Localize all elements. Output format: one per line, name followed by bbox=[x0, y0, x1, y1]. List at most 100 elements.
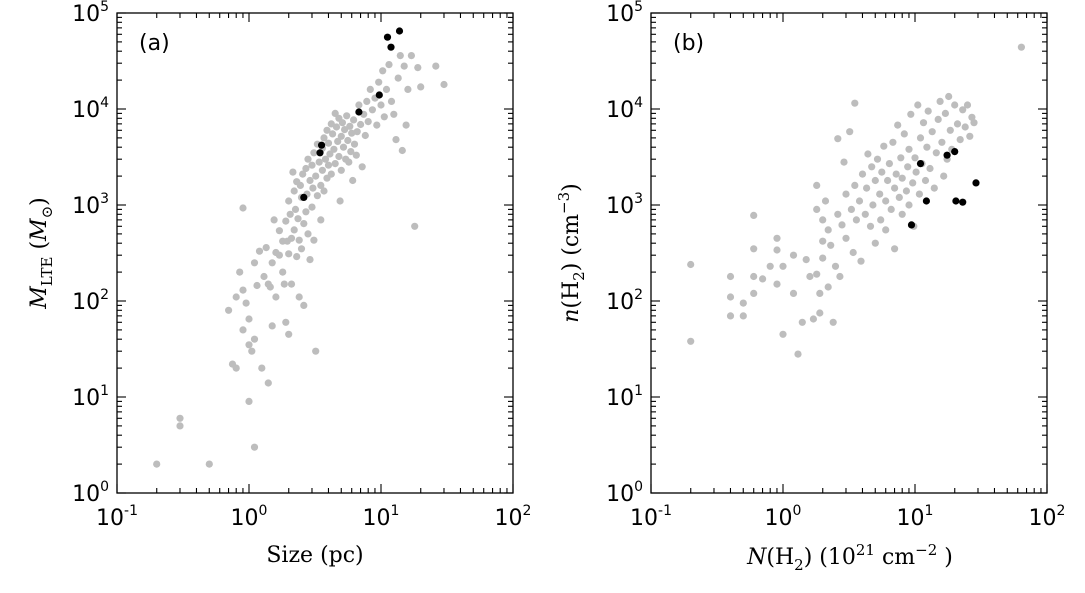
point-a-gray-117 bbox=[352, 151, 360, 159]
point-b-gray-57 bbox=[864, 150, 872, 158]
point-a-gray-27 bbox=[266, 283, 274, 291]
point-b-gray-26 bbox=[813, 205, 821, 213]
point-a-gray-1 bbox=[176, 414, 184, 422]
point-a-gray-118 bbox=[353, 128, 361, 136]
point-a-gray-136 bbox=[387, 97, 396, 105]
point-b-gray-28 bbox=[816, 289, 824, 297]
point-b-gray-29 bbox=[816, 309, 824, 317]
x-tick-label-b-0: 10-1 bbox=[630, 503, 672, 531]
point-b-gray-75 bbox=[891, 245, 899, 253]
point-b-gray-2 bbox=[726, 272, 735, 281]
point-a-gray-135 bbox=[385, 61, 393, 69]
point-b-gray-34 bbox=[824, 226, 832, 234]
point-a-gray-12 bbox=[239, 326, 247, 334]
point-b-gray-8 bbox=[750, 245, 758, 253]
point-a-gray-121 bbox=[358, 163, 366, 171]
point-a-gray-87 bbox=[323, 126, 331, 134]
point-b-gray-12 bbox=[766, 262, 774, 270]
point-a-gray-109 bbox=[344, 136, 352, 145]
point-a-gray-50 bbox=[291, 205, 300, 213]
point-b-gray-61 bbox=[871, 176, 879, 185]
point-b-gray-14 bbox=[773, 246, 781, 254]
point-a-gray-8 bbox=[232, 364, 240, 372]
point-a-gray-59 bbox=[299, 170, 307, 178]
point-a-gray-54 bbox=[295, 236, 303, 244]
x-tick-label-a-3: 102 bbox=[495, 503, 532, 531]
point-a-gray-24 bbox=[262, 244, 270, 252]
point-a-gray-29 bbox=[268, 259, 276, 267]
point-a-gray-75 bbox=[312, 172, 320, 180]
point-b-gray-7 bbox=[750, 211, 758, 219]
point-a-gray-11 bbox=[239, 286, 247, 294]
point-a-gray-69 bbox=[308, 203, 316, 211]
point-b-gray-100 bbox=[926, 164, 934, 173]
point-a-gray-99 bbox=[335, 152, 343, 161]
point-b-gray-117 bbox=[961, 123, 969, 131]
point-a-gray-141 bbox=[398, 146, 406, 155]
point-a-gray-51 bbox=[293, 253, 301, 261]
point-a-gray-150 bbox=[440, 80, 448, 89]
point-a-gray-48 bbox=[290, 187, 298, 195]
point-b-gray-17 bbox=[779, 330, 787, 338]
point-a-black-6 bbox=[387, 43, 395, 51]
point-b-gray-6 bbox=[739, 312, 747, 320]
point-a-gray-113 bbox=[348, 129, 356, 137]
x-title-b-unit-close: ) bbox=[937, 545, 953, 570]
point-a-gray-41 bbox=[285, 197, 293, 205]
point-a-gray-98 bbox=[334, 137, 342, 145]
point-b-gray-44 bbox=[842, 234, 850, 242]
point-a-gray-93 bbox=[329, 130, 337, 138]
point-b-gray-92 bbox=[914, 101, 922, 109]
point-b-gray-78 bbox=[895, 193, 903, 201]
panel-label-b: (b) bbox=[673, 31, 704, 56]
point-a-gray-142 bbox=[400, 62, 408, 70]
point-a-gray-74 bbox=[312, 347, 320, 355]
y-title-b-symbol: n bbox=[559, 309, 584, 323]
y-tick-label-b-3: 103 bbox=[606, 191, 643, 219]
point-b-gray-35 bbox=[824, 283, 832, 291]
point-a-gray-96 bbox=[331, 160, 339, 168]
point-b-gray-99 bbox=[924, 107, 932, 115]
point-b-gray-69 bbox=[882, 226, 890, 234]
point-a-gray-110 bbox=[345, 158, 353, 166]
point-b-gray-45 bbox=[842, 190, 850, 198]
point-b-gray-46 bbox=[846, 128, 854, 136]
point-b-gray-60 bbox=[869, 201, 877, 209]
point-b-gray-110 bbox=[945, 92, 953, 101]
point-a-gray-132 bbox=[379, 67, 387, 75]
y-title-b-unit-exp: −3 bbox=[555, 192, 573, 214]
point-a-gray-119 bbox=[355, 101, 363, 109]
point-a-gray-147 bbox=[414, 64, 422, 72]
point-b-gray-121 bbox=[970, 119, 978, 127]
y-tick-label-b-2: 102 bbox=[606, 287, 643, 315]
y-title-b-species: (H bbox=[559, 281, 584, 309]
point-a-gray-17 bbox=[248, 347, 256, 355]
point-a-gray-144 bbox=[404, 85, 412, 93]
point-b-gray-48 bbox=[849, 248, 857, 257]
point-a-gray-89 bbox=[324, 161, 333, 169]
y-title-b-unit-close: ) bbox=[559, 183, 584, 192]
point-a-gray-18 bbox=[250, 259, 259, 267]
point-a-gray-67 bbox=[306, 176, 314, 185]
point-a-gray-10 bbox=[236, 268, 244, 276]
point-b-gray-37 bbox=[829, 318, 837, 326]
point-b-gray-86 bbox=[905, 201, 913, 209]
point-a-gray-66 bbox=[304, 155, 312, 163]
y-tick-label-b-5: 105 bbox=[606, 0, 643, 27]
point-a-gray-130 bbox=[375, 78, 383, 86]
point-a-gray-95 bbox=[331, 109, 339, 117]
point-a-gray-71 bbox=[309, 184, 317, 192]
point-b-gray-9 bbox=[750, 272, 758, 281]
point-b-gray-3 bbox=[726, 293, 735, 301]
point-a-gray-38 bbox=[282, 217, 290, 225]
point-a-black-1 bbox=[316, 149, 324, 157]
point-a-gray-21 bbox=[255, 247, 264, 255]
point-b-gray-43 bbox=[840, 158, 848, 166]
point-a-gray-133 bbox=[380, 113, 388, 121]
point-a-gray-83 bbox=[320, 134, 328, 142]
point-b-gray-111 bbox=[946, 126, 954, 134]
y-title-a-close: ) bbox=[27, 197, 52, 206]
x-axis-title-a: Size (pc) bbox=[266, 543, 363, 568]
point-b-gray-67 bbox=[880, 142, 888, 150]
